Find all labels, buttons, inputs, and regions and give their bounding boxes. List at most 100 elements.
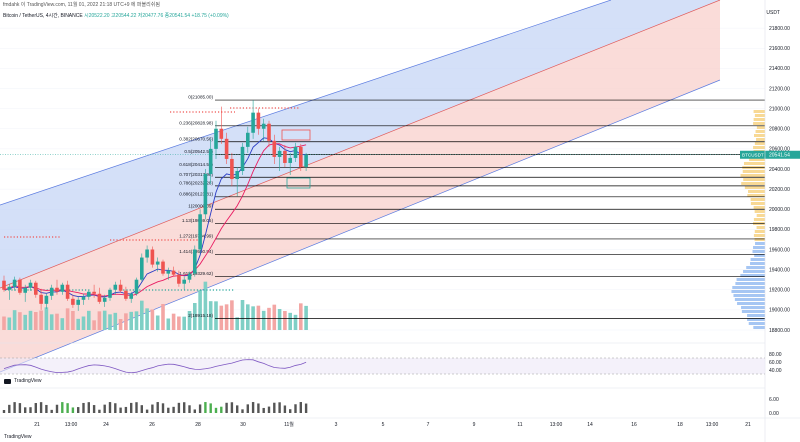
volume-profile-bar [742, 310, 765, 313]
last-price-tag-text: 20541.54 [769, 153, 790, 159]
volume-profile-bar [754, 234, 765, 237]
volume-profile-bar [755, 238, 765, 241]
oscillator-bar [72, 407, 74, 413]
ohlc-values: 시20522.20 고20544.22 저20477.76 종20541.54 … [84, 13, 229, 19]
oscillator-bar [135, 402, 137, 413]
publish-info: fmdahk 이 TradingView.com, 11월 01, 2022 2… [3, 1, 160, 8]
candle-body [129, 294, 133, 299]
volume-profile-bar [754, 118, 765, 121]
oscillator-bar [210, 403, 212, 413]
volume-profile-bar [745, 186, 765, 189]
volume-profile [731, 110, 765, 329]
volume-profile-bar [733, 294, 765, 297]
volume-bar [145, 308, 149, 330]
volume-profile-bar [755, 210, 765, 213]
candle-body [82, 297, 86, 300]
volume-profile-bar [753, 122, 765, 125]
rsi-band [0, 358, 765, 374]
time-tick-label: 7 [427, 422, 430, 428]
oscillator-bar [268, 407, 270, 413]
volume-profile-bar [751, 258, 765, 261]
candle-body [156, 262, 160, 265]
volume-bar [267, 308, 271, 330]
tradingview-watermark-text: TradingView [14, 378, 42, 384]
oscillator-bar [29, 407, 31, 413]
oscillator-bar [305, 404, 307, 413]
volume-bar [156, 316, 160, 331]
candle-body [45, 296, 49, 304]
candle-body [39, 295, 43, 304]
oscillator-bar [162, 403, 164, 413]
time-tick-label: 5 [382, 422, 385, 428]
oscillator-bar [98, 410, 100, 413]
rsi-tick-label: 40.00 [769, 368, 782, 374]
candle-body [193, 250, 197, 274]
volume-profile-bar [743, 170, 765, 173]
volume-profile-bar [754, 134, 765, 137]
oscillator-bar [56, 405, 58, 413]
volume-profile-bar [732, 286, 765, 289]
volume-bar [76, 319, 80, 330]
tradingview-watermark: TradingView [4, 378, 42, 384]
volume-profile-bar [753, 246, 765, 249]
volume-profile-bar [757, 126, 765, 129]
price-tick-label: 19000.00 [769, 308, 790, 314]
volume-profile-bar [753, 250, 765, 253]
volume-bar [103, 311, 107, 330]
oscillator-bar [278, 402, 280, 413]
candle-body [140, 258, 144, 280]
volume-profile-bar [755, 242, 765, 245]
volume-bar [161, 304, 165, 330]
volume-bar [246, 304, 250, 330]
time-tick-label: 13:00 [706, 422, 719, 428]
volume-profile-bar [731, 290, 765, 293]
oscillator-bar [13, 402, 15, 413]
oscillator-bar [172, 407, 174, 413]
candle-body [225, 139, 229, 159]
oscillator-bar [294, 404, 296, 413]
oscillator-bar [194, 409, 196, 413]
volume-bar [23, 315, 27, 330]
fib-level-label: 1(20000.09) [188, 204, 213, 209]
volume-bar [61, 318, 65, 330]
volume-bar [34, 312, 38, 330]
oscillator-bar [19, 403, 21, 413]
oscillator-bar [77, 407, 79, 413]
rsi-tick-label: 80.00 [769, 352, 782, 358]
candle-body [214, 129, 218, 149]
fib-level-label: 0.618(20414.53) [179, 162, 213, 167]
volume-profile-bar [757, 226, 765, 229]
candle-body [288, 158, 292, 163]
symbol-title[interactable]: Bitcoin / TetherUS, 4시간, BINANCE [3, 13, 83, 19]
oscillator-bar [178, 403, 180, 413]
volume-bar [140, 301, 144, 330]
oscillator-bar [88, 402, 90, 413]
volume-bar [82, 317, 86, 331]
fib-level-label: 1.272(19704.99) [179, 233, 213, 238]
oscillator-bar [114, 403, 116, 413]
volume-profile-bar [744, 162, 765, 165]
candle-body [220, 129, 224, 139]
candle-body [182, 280, 186, 284]
volume-profile-bar [754, 206, 765, 209]
oscillator-bar [215, 408, 217, 413]
volume-profile-bar [743, 270, 765, 273]
candle-body [251, 113, 255, 133]
candle-body [61, 285, 65, 292]
oscillator-bar [289, 409, 291, 413]
oscillator-bar [284, 405, 286, 413]
volume-bar [66, 308, 70, 330]
candle-body [188, 274, 192, 280]
time-tick-label: 11월 [284, 421, 294, 428]
volume-bar [92, 320, 96, 330]
volume-bar [220, 306, 224, 330]
candle-body [304, 155, 308, 167]
tradingview-footer: TradingView [4, 434, 32, 440]
candle-body [145, 250, 149, 258]
oscillator-bar [61, 402, 63, 413]
fib-level-label: 0.707(20317.98) [179, 172, 213, 177]
volume-bar [182, 317, 186, 330]
volume-bar [167, 319, 171, 331]
tradingview-footer-text: TradingView [4, 434, 32, 440]
